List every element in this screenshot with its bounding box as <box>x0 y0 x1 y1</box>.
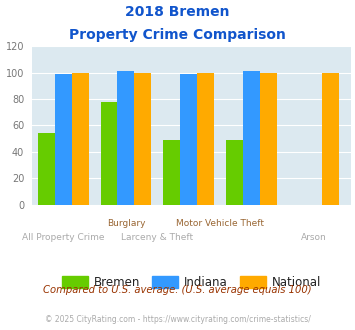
Text: Arson: Arson <box>301 233 327 242</box>
Text: 2018 Bremen: 2018 Bremen <box>125 5 230 19</box>
Text: Motor Vehicle Theft: Motor Vehicle Theft <box>176 219 264 228</box>
Bar <box>72 73 89 205</box>
Text: Larceny & Theft: Larceny & Theft <box>121 233 193 242</box>
Text: © 2025 CityRating.com - https://www.cityrating.com/crime-statistics/: © 2025 CityRating.com - https://www.city… <box>45 315 310 324</box>
Bar <box>180 74 197 205</box>
Bar <box>226 140 243 205</box>
Text: All Property Crime: All Property Crime <box>22 233 104 242</box>
Bar <box>135 73 151 205</box>
Bar <box>260 73 277 205</box>
Text: Property Crime Comparison: Property Crime Comparison <box>69 28 286 42</box>
Text: Compared to U.S. average. (U.S. average equals 100): Compared to U.S. average. (U.S. average … <box>43 285 312 295</box>
Bar <box>322 73 339 205</box>
Bar <box>55 74 72 205</box>
Bar <box>38 133 55 205</box>
Bar <box>243 71 260 205</box>
Bar <box>100 102 118 205</box>
Bar <box>197 73 214 205</box>
Bar <box>118 71 135 205</box>
Legend: Bremen, Indiana, National: Bremen, Indiana, National <box>58 271 326 294</box>
Text: Burglary: Burglary <box>106 219 145 228</box>
Bar <box>163 140 180 205</box>
